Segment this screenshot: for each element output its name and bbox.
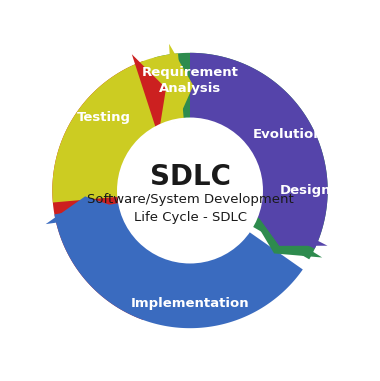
- Polygon shape: [190, 53, 328, 249]
- Polygon shape: [52, 53, 184, 202]
- Circle shape: [120, 120, 260, 261]
- Polygon shape: [54, 203, 303, 328]
- Text: Testing: Testing: [76, 111, 130, 125]
- Polygon shape: [154, 53, 328, 259]
- Text: Requirement
Analysis: Requirement Analysis: [142, 66, 238, 95]
- Polygon shape: [249, 212, 322, 258]
- Polygon shape: [52, 61, 166, 320]
- Text: Evolution: Evolution: [252, 128, 323, 141]
- Polygon shape: [251, 207, 328, 246]
- Polygon shape: [46, 196, 131, 224]
- Text: SDLC: SDLC: [149, 163, 231, 191]
- Text: Implementation: Implementation: [131, 297, 249, 310]
- Polygon shape: [132, 54, 166, 136]
- Text: Software/System Development
Life Cycle - SDLC: Software/System Development Life Cycle -…: [87, 193, 293, 224]
- Polygon shape: [169, 44, 193, 130]
- Text: Design: Design: [280, 184, 331, 197]
